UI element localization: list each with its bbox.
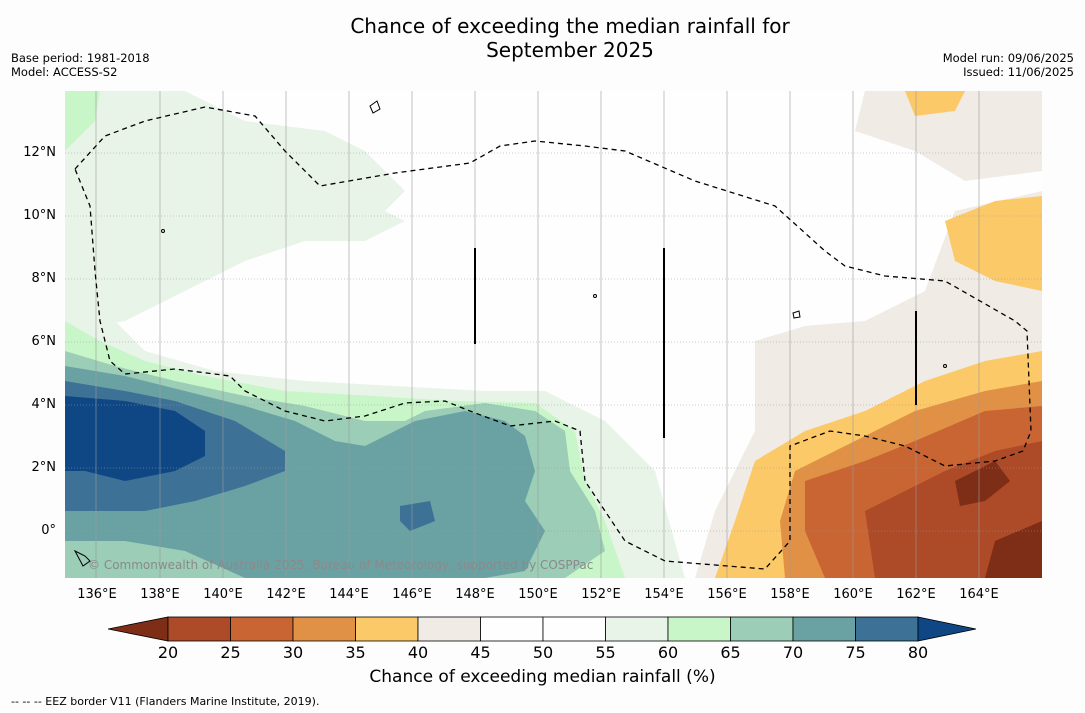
colorbar-tick: 80	[907, 643, 929, 662]
graticule-lat	[65, 152, 1042, 532]
lon-label: 158°E	[770, 587, 810, 602]
lon-label: 144°E	[329, 587, 369, 602]
colorbar-tick: 30	[282, 643, 304, 662]
islands	[73, 100, 947, 567]
colorbar-tick: 55	[595, 643, 616, 662]
lon-label: 152°E	[581, 587, 621, 602]
colorbar-tick: 20	[157, 643, 179, 662]
region-55-60-mid	[275, 201, 405, 241]
colorbar-tick: 60	[657, 643, 679, 662]
lon-label: 142°E	[266, 587, 306, 602]
meta-right: Model run: 09/06/2025 Issued: 11/06/2025	[943, 51, 1074, 79]
region-75-80-spot	[400, 501, 435, 531]
colorbar-tick: 45	[470, 643, 491, 662]
model-run: Model run: 09/06/2025	[942, 51, 1074, 65]
copyright-notice: © Commonwealth of Australia 2025, Bureau…	[88, 558, 594, 572]
colorbar-cell	[667, 616, 731, 642]
colorbar-cell	[730, 616, 794, 642]
lon-label: 148°E	[455, 587, 495, 602]
lon-label: 160°E	[833, 587, 873, 602]
map-title: Chance of exceeding the median rainfall …	[350, 14, 790, 62]
lon-label: 140°E	[203, 587, 243, 602]
vertical-markers	[474, 248, 917, 438]
lat-label: 12°N	[23, 145, 56, 160]
colorbar-tick: 50	[532, 643, 554, 662]
region-15-20-east	[955, 461, 1010, 506]
lat-label: 8°N	[31, 271, 57, 286]
lon-label: 156°E	[707, 587, 747, 602]
colorbar-cell	[167, 616, 231, 642]
region-35-40-top	[905, 91, 965, 116]
eez-legend: -- -- -- EEZ border V11 (Flanders Marine…	[11, 695, 320, 708]
colorbar-tick: 40	[407, 643, 429, 662]
lon-label: 150°E	[518, 587, 558, 602]
lon-label: 138°E	[140, 587, 180, 602]
colorbar-cell	[230, 616, 294, 642]
region-40-45-ne	[855, 91, 1042, 181]
lat-label: 0°	[41, 523, 56, 538]
colorbar	[108, 616, 977, 642]
colorbar-low-extend	[108, 616, 169, 642]
colorbar-cell	[855, 616, 919, 642]
colorbar-cell	[605, 616, 669, 642]
lat-label: 10°N	[23, 208, 56, 223]
issued-date: Issued: 11/06/2025	[963, 65, 1074, 79]
colorbar-cell	[417, 616, 481, 642]
colorbar-cell	[542, 616, 606, 642]
lon-label: 164°E	[959, 587, 999, 602]
region-55-60-north	[65, 91, 405, 331]
colorbar-cells	[167, 616, 919, 642]
meta-left: Base period: 1981-2018 Model: ACCESS-S2	[11, 51, 150, 79]
lon-label: 162°E	[896, 587, 936, 602]
rainfall-map	[65, 91, 1042, 578]
region-60-65-nw	[65, 91, 100, 151]
colorbar-tick: 65	[720, 643, 741, 662]
colorbar-cell	[792, 616, 856, 642]
colorbar-cell	[355, 616, 419, 642]
region-80-85-west	[65, 396, 205, 481]
colorbar-cell	[292, 616, 356, 642]
colorbar-tick: 75	[845, 643, 866, 662]
base-period: Base period: 1981-2018	[11, 51, 150, 65]
colorbar-label: Chance of exceeding median rainfall (%)	[369, 667, 716, 687]
colorbar-tick: 35	[345, 643, 366, 662]
lat-label: 4°N	[31, 397, 57, 412]
lon-label: 136°E	[77, 587, 117, 602]
lat-label: 2°N	[31, 460, 57, 475]
lon-label: 146°E	[392, 587, 432, 602]
region-15-20-corner	[985, 521, 1042, 578]
lon-label: 154°E	[644, 587, 684, 602]
colorbar-cell	[480, 616, 544, 642]
lat-label: 6°N	[31, 334, 57, 349]
map-svg	[65, 91, 1042, 578]
model-name: Model: ACCESS-S2	[11, 65, 118, 79]
eez-border	[74, 106, 1032, 570]
region-35-40-ne	[945, 196, 1042, 291]
colorbar-high-extend	[917, 616, 977, 642]
colorbar-tick: 25	[220, 643, 241, 662]
colorbar-tick: 70	[782, 643, 804, 662]
